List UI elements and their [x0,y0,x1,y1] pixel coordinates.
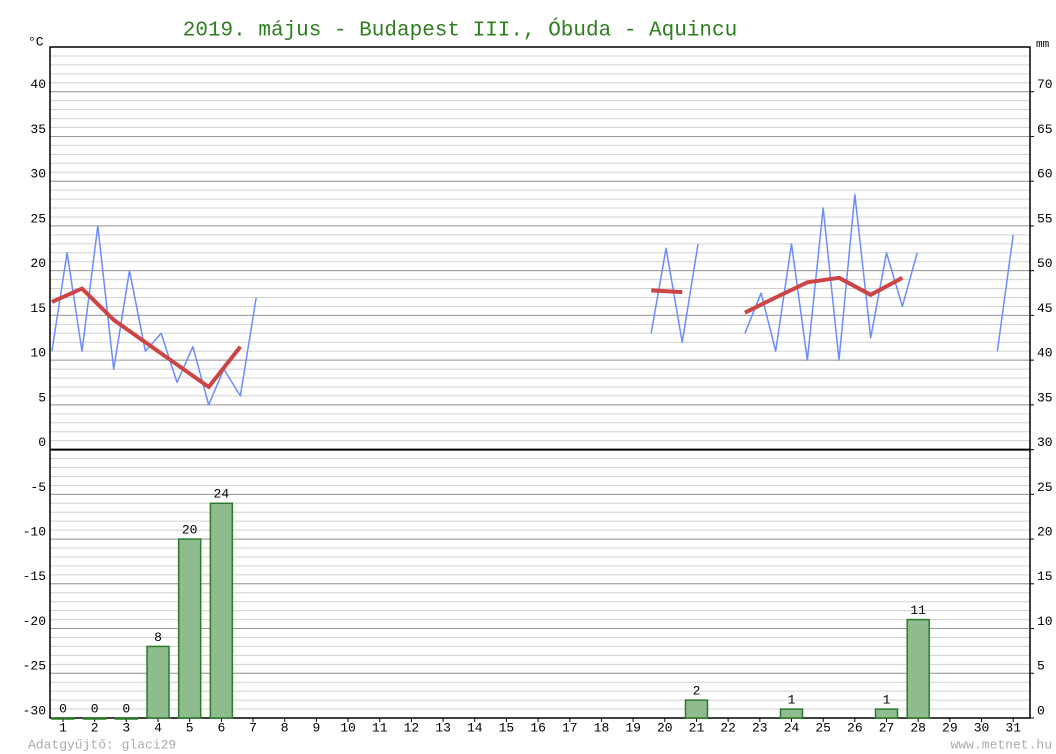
y2-tick-label: 20 [1037,525,1053,540]
x-tick-label: 14 [467,720,483,735]
y2-tick-label: 60 [1037,167,1053,182]
x-tick-label: 28 [910,720,926,735]
x-tick-label: 10 [340,720,356,735]
bar-value-label: 24 [214,487,230,502]
y-tick-label: 25 [30,211,46,226]
x-tick-label: 15 [499,720,515,735]
bar [906,618,930,719]
x-tick-label: 22 [720,720,736,735]
x-tick-label: 30 [974,720,990,735]
y-axis-label: °C [28,34,44,49]
y-tick-label: 0 [38,435,46,450]
line [51,193,1014,406]
y2-tick-label: 25 [1037,480,1053,495]
y2-tick-label: 45 [1037,301,1053,316]
bar-value-label: 20 [182,523,198,538]
y-tick-label: -20 [23,614,46,629]
x-tick-label: 8 [281,720,289,735]
x-tick-label: 11 [372,720,388,735]
x-tick-label: 5 [186,720,194,735]
y2-tick-label: 55 [1037,211,1053,226]
y2-tick-label: 70 [1037,77,1053,92]
bar-value-label: 1 [883,692,891,707]
y-tick-label: 35 [30,122,46,137]
y-tick-label: -15 [23,569,46,584]
x-tick-label: 25 [815,720,831,735]
x-tick-label: 4 [154,720,162,735]
footer-left: Adatgyűjtő: glaci29 [28,737,176,752]
y2-tick-label: 10 [1037,614,1053,629]
bar [209,502,234,719]
x-tick-label: 24 [784,720,800,735]
bar [146,645,170,719]
bar-value-label: 8 [154,630,162,645]
x-tick-label: 21 [689,720,705,735]
x-tick-label: 9 [312,720,320,735]
x-tick-label: 18 [594,720,610,735]
y2-tick-label: 30 [1037,435,1053,450]
bar [177,538,202,719]
y-tick-label: 15 [30,301,46,316]
x-tick-label: 7 [249,720,257,735]
y-tick-label: -30 [23,703,46,718]
bar [684,699,709,719]
y2-tick-label: 5 [1037,659,1045,674]
y-tick-label: -10 [23,525,46,540]
x-tick-label: 26 [847,720,863,735]
bar-value-label: 0 [122,701,130,716]
x-tick-label: 29 [942,720,958,735]
x-tick-label: 31 [1005,720,1021,735]
bar [82,717,107,720]
x-tick-label: 23 [752,720,768,735]
y-tick-label: -5 [30,480,46,495]
bar [51,717,75,720]
x-tick-label: 6 [217,720,225,735]
bar-value-label: 11 [910,603,926,618]
chart-title: 2019. május - Budapest III., Óbuda - Aqu… [183,19,738,43]
y2-axis-label: mm [1036,39,1050,51]
y2-tick-label: 50 [1037,256,1053,271]
bar [874,708,899,719]
x-tick-label: 27 [879,720,895,735]
y-tick-label: 10 [30,346,46,361]
x-tick-label: 19 [625,720,641,735]
y-tick-label: 30 [30,167,46,182]
x-tick-label: 17 [562,720,578,735]
y-tick-label: -25 [23,659,46,674]
y-tick-label: 40 [30,77,46,92]
y-tick-label: 20 [30,256,46,271]
x-tick-label: 16 [530,720,546,735]
y2-tick-label: 0 [1037,703,1045,718]
x-tick-label: 2 [91,720,99,735]
y2-tick-label: 40 [1037,346,1053,361]
y-tick-label: 5 [38,390,46,405]
bar [779,708,804,719]
plot-frame [49,46,1031,719]
y2-tick-label: 15 [1037,569,1053,584]
x-tick-label: 12 [404,720,420,735]
line [51,275,904,389]
bar-value-label: 1 [788,692,796,707]
x-tick-label: 3 [122,720,130,735]
bar-value-label: 2 [693,684,701,699]
x-tick-label: 20 [657,720,673,735]
bar-value-label: 0 [59,701,67,716]
footer-right: www.metnet.hu [951,737,1052,752]
x-tick-label: 1 [59,720,67,735]
y2-tick-label: 35 [1037,390,1053,405]
bar-value-label: 0 [91,701,99,716]
bar [114,717,139,720]
y2-tick-label: 65 [1037,122,1053,137]
x-tick-label: 13 [435,720,451,735]
